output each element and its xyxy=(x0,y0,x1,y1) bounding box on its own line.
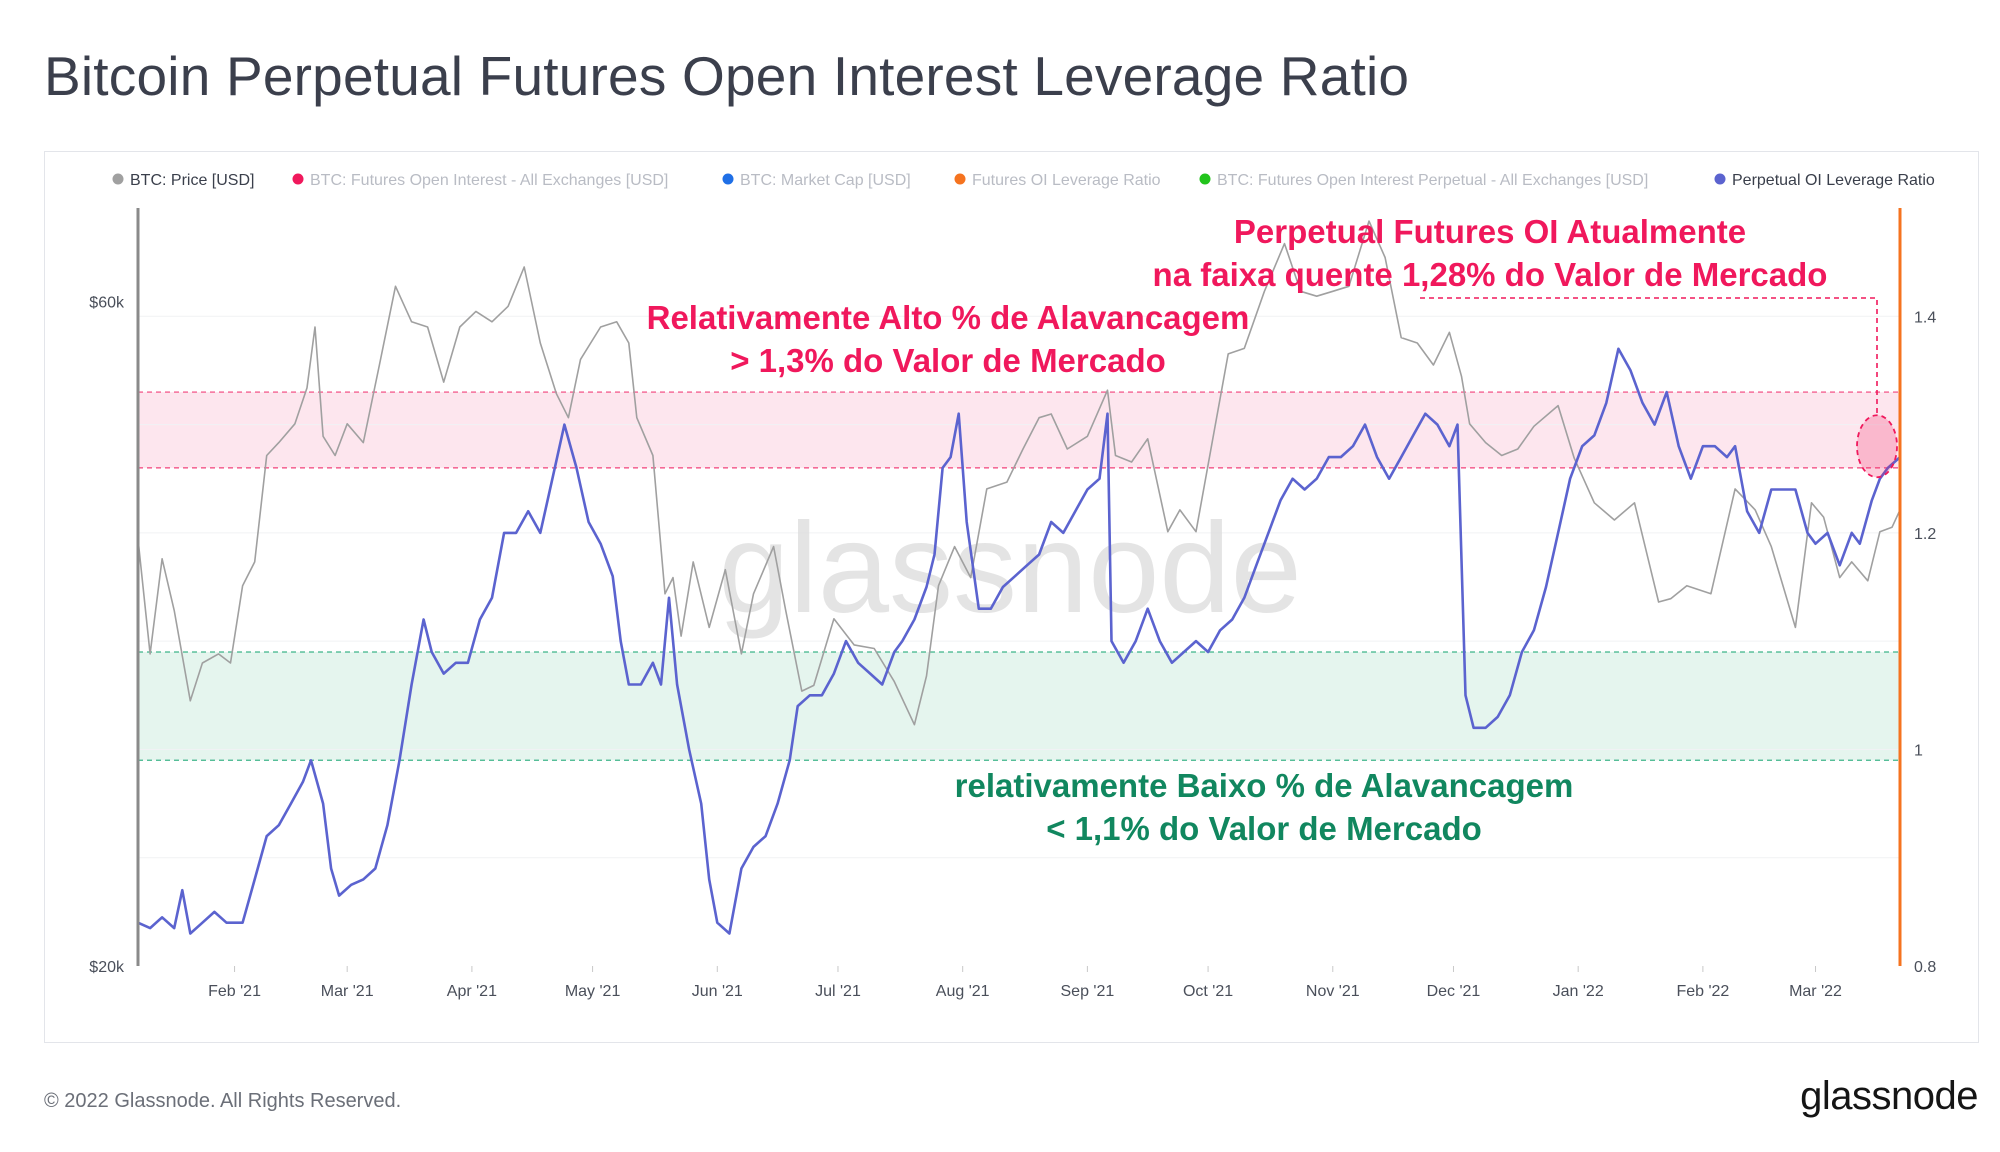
y-right-tick-label: 0.8 xyxy=(1914,959,1936,976)
watermark-logo: glassnode xyxy=(718,497,1302,640)
x-tick-label: Feb '22 xyxy=(1676,983,1729,1000)
copyright-text: © 2022 Glassnode. All Rights Reserved. xyxy=(44,1090,402,1112)
bands-layer xyxy=(138,391,1900,761)
glassnode-logo[interactable]: glassnode xyxy=(1800,1074,1978,1118)
y-left-tick-label: $20k xyxy=(89,959,125,976)
legend-dot xyxy=(954,173,966,185)
x-tick-label: Oct '21 xyxy=(1183,983,1233,1000)
legend-label: BTC: Market Cap [USD] xyxy=(740,172,911,189)
legend-dot xyxy=(722,173,734,185)
legend-item[interactable]: Futures OI Leverage Ratio xyxy=(954,172,1161,189)
y-left-tick-label: $60k xyxy=(89,294,125,311)
legend-item[interactable]: BTC: Market Cap [USD] xyxy=(722,172,911,189)
legend-dot xyxy=(1199,173,1211,185)
x-tick-label: Mar '21 xyxy=(321,983,374,1000)
legend-label: BTC: Futures Open Interest - All Exchang… xyxy=(310,172,668,189)
annotation-text: Perpetual Futures OI Atualmente xyxy=(1234,213,1746,250)
legend: BTC: Price [USD] BTC: Futures Open Intere… xyxy=(112,172,1935,189)
x-tick-label: Jul '21 xyxy=(815,983,861,1000)
current-value-highlight xyxy=(1856,414,1898,479)
legend-dot xyxy=(292,173,304,185)
callout-connector xyxy=(1420,297,1878,416)
annotation-text: > 1,3% do Valor de Mercado xyxy=(730,342,1166,379)
x-tick-label: Aug '21 xyxy=(936,983,990,1000)
annotation-text: < 1,1% do Valor de Mercado xyxy=(1046,810,1482,847)
y-right-tick-label: 1.4 xyxy=(1914,309,1936,326)
axes-layer: Feb '21 Mar '21 Apr '21 May '21 Jun '21 Jul '… xyxy=(89,208,1936,1000)
x-tick-label: Nov '21 xyxy=(1306,983,1360,1000)
legend-dot xyxy=(1714,173,1726,185)
legend-label: Perpetual OI Leverage Ratio xyxy=(1732,172,1935,189)
legend-label: Futures OI Leverage Ratio xyxy=(972,172,1161,189)
page-title: Bitcoin Perpetual Futures Open Interest … xyxy=(44,45,1410,107)
x-tick-label: May '21 xyxy=(565,983,621,1000)
x-tick-label: Jan '22 xyxy=(1553,983,1604,1000)
x-tick-label: Jun '21 xyxy=(692,983,743,1000)
x-tick-label: Feb '21 xyxy=(208,983,261,1000)
legend-item[interactable]: BTC: Price [USD] xyxy=(112,172,255,189)
perpetual-oi-leverage-line xyxy=(136,347,1902,935)
x-tick-label: Sep '21 xyxy=(1061,983,1115,1000)
x-tick-label: Mar '22 xyxy=(1789,983,1842,1000)
annotation-text: na faixa quente 1,28% do Valor de Mercad… xyxy=(1153,256,1828,293)
x-tick-label: Apr '21 xyxy=(447,983,497,1000)
legend-label: BTC: Futures Open Interest Perpetual - A… xyxy=(1217,172,1648,189)
series-layer xyxy=(136,220,1902,935)
legend-item[interactable]: BTC: Futures Open Interest - All Exchang… xyxy=(292,172,669,189)
legend-item[interactable]: BTC: Futures Open Interest Perpetual - A… xyxy=(1199,172,1649,189)
legend-item[interactable]: Perpetual OI Leverage Ratio xyxy=(1714,172,1935,189)
btc-price-line xyxy=(137,220,1901,726)
annotation-text: Relativamente Alto % de Alavancagem xyxy=(647,299,1250,336)
y-right-tick-label: 1 xyxy=(1914,742,1923,759)
legend-dot xyxy=(112,173,124,185)
y-right-tick-label: 1.2 xyxy=(1914,526,1936,543)
grid-layer xyxy=(138,315,1900,859)
x-tick-label: Dec '21 xyxy=(1427,983,1481,1000)
annotation-text: relativamente Baixo % de Alavancagem xyxy=(955,767,1574,804)
annotations-layer: Perpetual Futures OI Atualmente na faixa … xyxy=(647,213,1898,847)
legend-label: BTC: Price [USD] xyxy=(130,172,254,189)
band-low xyxy=(138,651,1900,761)
chart-frame xyxy=(44,151,1979,1043)
